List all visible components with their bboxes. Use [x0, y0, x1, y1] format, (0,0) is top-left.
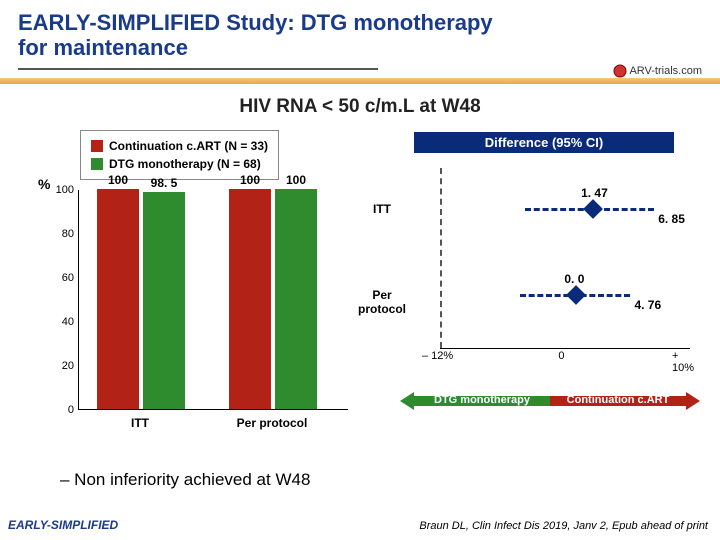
bar-chart: % 10098. 5100100 020406080100 ITTPer pro…: [40, 190, 360, 440]
ni-margin-line: [440, 168, 442, 348]
citation: Braun DL, Clin Infect Dis 2019, Janv 2, …: [419, 520, 708, 532]
y-tick: 0: [50, 404, 74, 416]
accent-bar: [0, 78, 720, 84]
legend-swatch-2: [91, 158, 103, 170]
site-logo: ARV-trials.com: [613, 64, 702, 78]
bar: [229, 189, 271, 409]
bar: [97, 189, 139, 409]
x-category-label: Per protocol: [212, 416, 332, 430]
bar-value-label: 100: [275, 173, 317, 187]
title-line2: for maintenance: [18, 35, 188, 60]
slide: EARLY-SIMPLIFIED Study: DTG monotherapy …: [0, 0, 720, 540]
arrow-right-label: Continuation c.ART: [550, 394, 686, 406]
forest-axis: [440, 348, 690, 349]
bar: [275, 189, 317, 409]
title-underline: [18, 68, 378, 70]
y-tick: 60: [50, 272, 74, 284]
forest-axis-tick: – 12%: [422, 350, 453, 362]
y-tick: 20: [50, 360, 74, 372]
conclusion-bullet: – Non inferiority achieved at W48: [60, 470, 310, 490]
forest-plot: – 12%0+ 10%ITT1. 476. 85Per protocol0. 0…: [380, 168, 700, 378]
study-tag: EARLY-SIMPLIFIED: [8, 518, 118, 532]
bar-value-label: 100: [97, 173, 139, 187]
legend-swatch-1: [91, 140, 103, 152]
ci-point: [583, 199, 603, 219]
arrow-left-label: DTG monotherapy: [414, 394, 550, 406]
forest-row-label: ITT: [354, 202, 410, 216]
slide-title: EARLY-SIMPLIFIED Study: DTG monotherapy …: [18, 10, 493, 61]
bar-plot-area: 10098. 5100100: [78, 190, 348, 410]
forest-axis-tick: + 10%: [672, 350, 700, 374]
chart-subtitle: HIV RNA < 50 c/m.L at W48: [0, 96, 720, 118]
title-line1: EARLY-SIMPLIFIED Study: DTG monotherapy: [18, 10, 493, 35]
forest-axis-tick: 0: [558, 350, 564, 362]
bar-value-label: 98. 5: [143, 176, 185, 190]
ci-upper-value: 4. 76: [634, 298, 661, 312]
y-tick: 100: [50, 184, 74, 196]
ci-upper-value: 6. 85: [658, 212, 685, 226]
ci-point-value: 0. 0: [564, 272, 584, 286]
legend-label-1: Continuation c.ART (N = 33): [109, 137, 268, 155]
favours-arrows: DTG monotherapy Continuation c.ART: [400, 392, 700, 414]
bar-value-label: 100: [229, 173, 271, 187]
y-tick: 40: [50, 316, 74, 328]
legend-item-2: DTG monotherapy (N = 68): [91, 155, 268, 173]
legend-item-1: Continuation c.ART (N = 33): [91, 137, 268, 155]
legend-label-2: DTG monotherapy (N = 68): [109, 155, 261, 173]
ci-point-value: 1. 47: [581, 186, 608, 200]
bar: [143, 192, 185, 409]
forest-row-label: Per protocol: [354, 288, 410, 316]
x-category-label: ITT: [80, 416, 200, 430]
difference-header: Difference (95% CI): [414, 132, 674, 153]
ci-point: [566, 285, 586, 305]
y-axis-label: %: [38, 176, 50, 192]
logo-text: ARV-trials.com: [629, 65, 702, 77]
y-tick: 80: [50, 228, 74, 240]
globe-icon: [613, 64, 627, 78]
